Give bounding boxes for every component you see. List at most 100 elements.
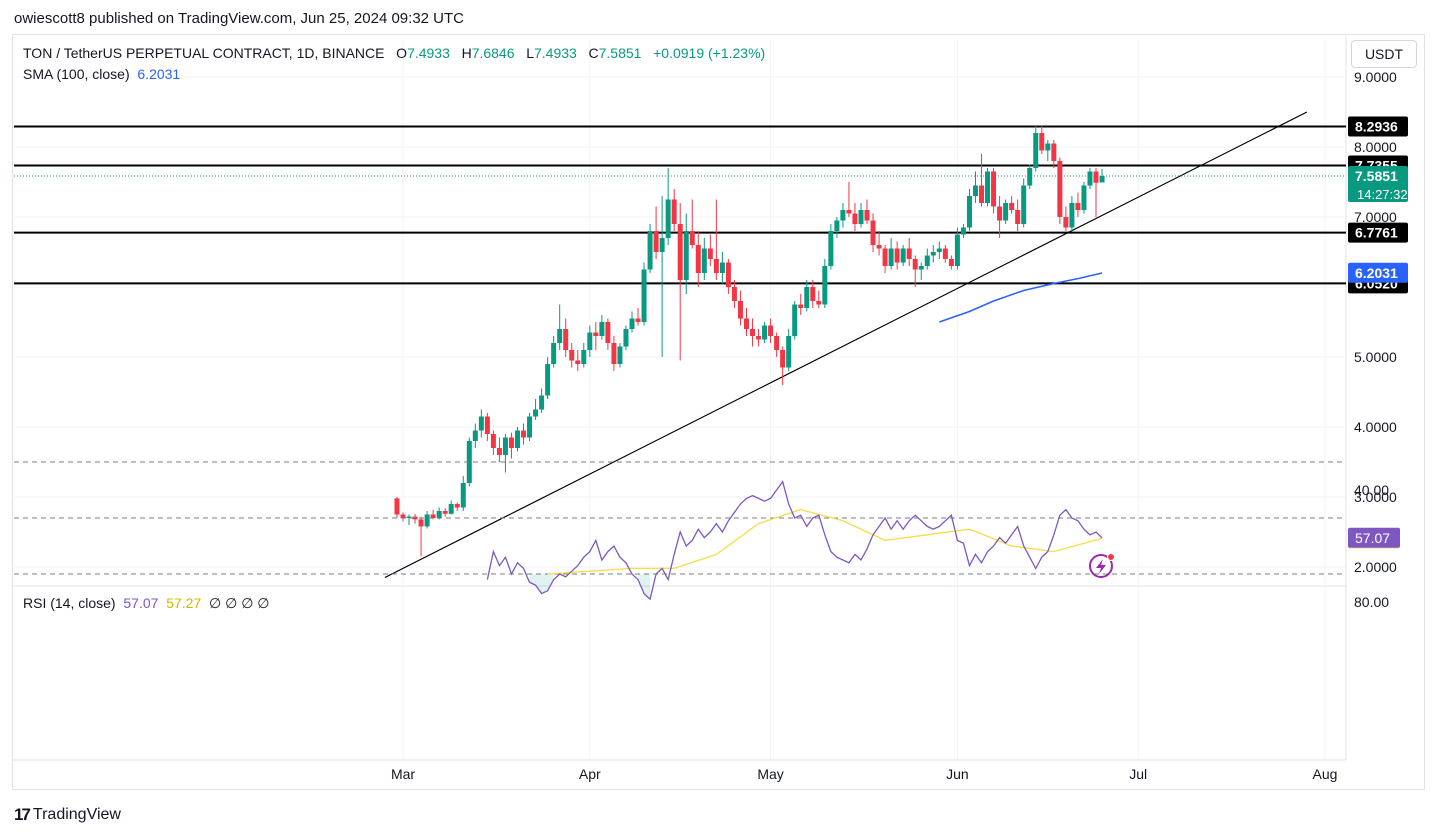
high-label: H: [461, 45, 472, 61]
sma-line: [939, 272, 1103, 323]
candle-body: [707, 248, 713, 259]
price-tick-label: 4.0000: [1354, 419, 1397, 435]
candle-body: [617, 346, 623, 364]
current-price-axis-label-countdown: 14:27:32: [1357, 187, 1408, 202]
candle-body: [798, 304, 804, 308]
candle-body: [1015, 210, 1021, 224]
candle-body: [768, 325, 774, 336]
candle-body: [575, 360, 581, 364]
candle-body: [533, 409, 539, 417]
time-tick-label: May: [757, 766, 783, 782]
candle-body: [611, 343, 617, 364]
candle-body: [936, 248, 942, 252]
candle-body: [545, 364, 551, 396]
candle-body: [647, 231, 653, 270]
candle-body: [870, 220, 876, 245]
candle-body: [1081, 185, 1087, 210]
brand-footer: 17 TradingView: [14, 805, 121, 825]
candle-body: [593, 332, 599, 336]
rsi-ma-value: 57.27: [166, 595, 202, 611]
sma-value: 6.2031: [137, 66, 181, 82]
sma-axis-label: 6.2031: [1355, 265, 1398, 281]
candle-body: [960, 227, 966, 235]
candle-body: [599, 322, 605, 336]
candle-body: [653, 231, 659, 252]
candle-body: [521, 430, 527, 438]
brand-name: TradingView: [32, 806, 121, 823]
candle-body: [888, 248, 894, 266]
candle-body: [1069, 203, 1075, 228]
rsi-legend: RSI (14, close) 57.07 57.27 ∅ ∅ ∅ ∅: [23, 595, 269, 612]
sma-label: SMA (100, close): [23, 66, 130, 82]
sma-axis-label-bg: [1348, 262, 1408, 283]
price-tick-label: 3.0000: [1354, 489, 1397, 505]
candle-body: [508, 437, 514, 448]
candle-body: [701, 248, 707, 273]
candle-body: [997, 206, 1003, 221]
open-label: O: [396, 45, 408, 61]
candle-body: [1003, 203, 1009, 221]
candle-body: [1063, 217, 1069, 228]
candle-body: [792, 304, 798, 336]
candle-body: [816, 301, 822, 305]
candle-body: [1093, 171, 1099, 183]
candle-body: [1051, 143, 1057, 161]
candle-body: [569, 350, 575, 361]
candle-body: [442, 511, 448, 514]
candle-body: [557, 329, 563, 343]
time-tick-label: Apr: [579, 766, 601, 782]
candle-body: [954, 234, 960, 266]
candle-body: [912, 259, 918, 270]
candle-body: [635, 318, 641, 322]
candle-body: [737, 301, 743, 319]
candle-body: [424, 514, 430, 527]
open-value: 7.4933: [407, 45, 450, 61]
candle-body: [985, 171, 991, 203]
rsi-ma-line: [547, 508, 1103, 575]
candle-body: [1021, 185, 1027, 224]
candle-body: [430, 514, 436, 518]
candle-body: [852, 213, 858, 224]
candle-body: [719, 262, 725, 273]
level-axis-label: 6.7761: [1355, 225, 1398, 241]
publish-line: owiescott8 published on TradingView.com,…: [14, 10, 464, 27]
currency-unit-button[interactable]: USDT: [1351, 40, 1417, 68]
trendline[interactable]: [384, 111, 1308, 579]
lightning-icon[interactable]: [1089, 553, 1115, 578]
candle-body: [665, 199, 671, 238]
candle-body: [743, 318, 749, 329]
candle-body: [581, 350, 587, 364]
rsi-value: 57.07: [123, 595, 159, 611]
candle-body: [972, 185, 978, 196]
candle-body: [466, 441, 472, 483]
candle-body: [786, 336, 792, 368]
candle-body: [605, 322, 611, 343]
price-tick-label: 9.0000: [1354, 69, 1397, 85]
candle-body: [846, 210, 852, 214]
candle-body: [472, 430, 478, 441]
candle-body: [539, 395, 545, 410]
rsi-axis-label: 57.07: [1355, 530, 1390, 546]
candle-body: [979, 185, 985, 203]
candle-body: [454, 504, 460, 508]
candle-body: [695, 245, 701, 273]
candle-body: [1039, 133, 1045, 151]
price-tick-label: 2.0000: [1354, 559, 1397, 575]
rsi-tick-label: 40.00: [1354, 482, 1389, 498]
candle-body: [713, 259, 719, 273]
candle-body: [551, 343, 557, 364]
time-tick-label: Jul: [1129, 766, 1147, 782]
candle-body: [876, 245, 882, 249]
candle-body: [689, 231, 695, 245]
candle-body: [400, 514, 406, 518]
candle-body: [671, 199, 677, 224]
candle-body: [418, 519, 424, 527]
price-tick-label: 5.0000: [1354, 349, 1397, 365]
candle-body: [834, 220, 840, 231]
candle-body: [490, 434, 496, 448]
candle-body: [677, 224, 683, 280]
time-tick-label: Jun: [946, 766, 969, 782]
candle-body: [496, 448, 502, 455]
candle-body: [1045, 143, 1051, 151]
